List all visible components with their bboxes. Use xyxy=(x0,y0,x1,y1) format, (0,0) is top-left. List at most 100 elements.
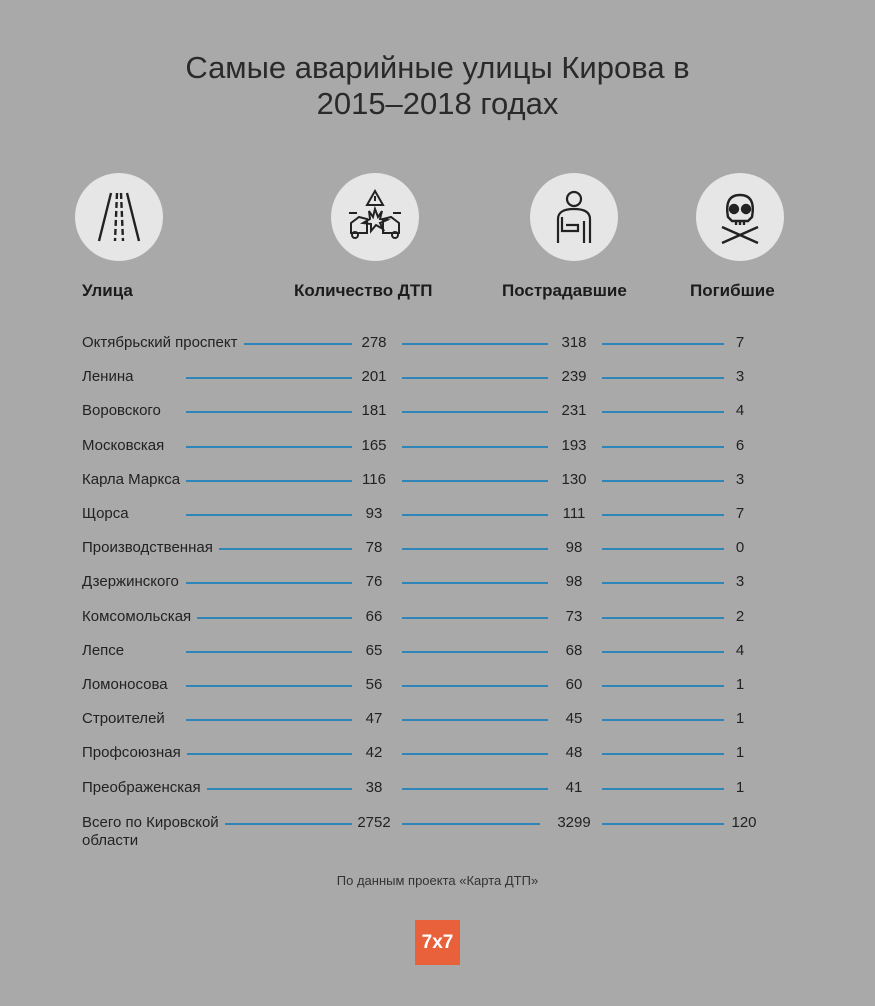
street-name: Карла Маркса xyxy=(82,471,181,488)
total-row: Всего по Кировской области 2752 3299 120 xyxy=(0,814,875,854)
accidents-value: 38 xyxy=(365,779,383,796)
street-name: Строителей xyxy=(82,710,165,727)
car-crash-icon xyxy=(331,173,419,261)
leader-line xyxy=(402,582,548,584)
logo-7x7: 7x7 xyxy=(415,920,460,965)
title-line-2: 2015–2018 годах xyxy=(316,86,559,121)
leader-line xyxy=(602,651,724,653)
table-row: Дзержинского 76 98 3 xyxy=(0,573,875,593)
killed-value: 4 xyxy=(735,642,745,659)
leader-line xyxy=(602,719,724,721)
leader-line xyxy=(402,411,548,413)
injured-value: 98 xyxy=(565,539,583,556)
killed-value: 1 xyxy=(735,710,745,727)
leader-line xyxy=(602,753,724,755)
accidents-value: 42 xyxy=(365,744,383,761)
table-row: Щорса 93 111 7 xyxy=(0,505,875,525)
injured-value: 98 xyxy=(565,573,583,590)
injured-value: 41 xyxy=(565,779,583,796)
killed-value: 3 xyxy=(735,368,745,385)
leader-line xyxy=(602,788,724,790)
leader-line xyxy=(602,548,724,550)
injured-value: 73 xyxy=(565,608,583,625)
street-name: Лепсе xyxy=(82,642,125,659)
injured-value: 68 xyxy=(565,642,583,659)
accidents-value: 116 xyxy=(362,471,386,488)
leader-line xyxy=(186,582,352,584)
total-label-line-2: области xyxy=(82,832,139,849)
accidents-value: 165 xyxy=(361,437,387,454)
leader-line xyxy=(602,377,724,379)
leader-line xyxy=(402,651,548,653)
accidents-value: 181 xyxy=(361,402,387,419)
header-injured: Пострадавшие xyxy=(502,281,627,300)
injured-value: 193 xyxy=(561,437,587,454)
leader-line xyxy=(402,548,548,550)
leader-line xyxy=(186,719,352,721)
header-killed: Погибшие xyxy=(690,281,775,300)
leader-line xyxy=(402,514,548,516)
leader-line xyxy=(197,617,352,619)
leader-line xyxy=(602,582,724,584)
accidents-total: 2752 xyxy=(357,814,391,831)
header-street: Улица xyxy=(82,281,133,300)
accidents-value: 93 xyxy=(365,505,383,522)
table-row: Воровского 181 231 4 xyxy=(0,402,875,422)
street-name: Ломоносова xyxy=(82,676,168,693)
street-name: Профсоюзная xyxy=(82,744,181,761)
injured-value: 48 xyxy=(565,744,583,761)
skull-icon xyxy=(696,173,784,261)
table-row: Строителей 47 45 1 xyxy=(0,710,875,730)
total-label-line-1: Всего по Кировской xyxy=(82,814,219,831)
leader-line xyxy=(602,617,724,619)
leader-line xyxy=(402,480,548,482)
table-row: Профсоюзная 42 48 1 xyxy=(0,744,875,764)
killed-value: 1 xyxy=(735,779,745,796)
leader-line xyxy=(402,685,548,687)
killed-value: 7 xyxy=(735,334,745,351)
killed-value: 3 xyxy=(735,471,745,488)
leader-line xyxy=(243,343,352,345)
leader-line xyxy=(402,446,548,448)
leader-line xyxy=(218,548,352,550)
killed-value: 7 xyxy=(735,505,745,522)
leader-line xyxy=(186,514,352,516)
street-name: Дзержинского xyxy=(82,573,179,590)
killed-value: 3 xyxy=(735,573,745,590)
street-name: Комсомольская xyxy=(82,608,192,625)
leader-line xyxy=(602,823,724,825)
table-row: Преображенская 38 41 1 xyxy=(0,779,875,799)
killed-value: 1 xyxy=(735,676,745,693)
accidents-value: 56 xyxy=(365,676,383,693)
killed-value: 6 xyxy=(735,437,745,454)
street-name: Щорса xyxy=(82,505,129,522)
accidents-value: 65 xyxy=(365,642,383,659)
table-row: Комсомольская 66 73 2 xyxy=(0,608,875,628)
road-icon xyxy=(75,173,163,261)
street-name: Октябрьский проспект xyxy=(82,334,238,351)
total-label: Всего по Кировской области xyxy=(82,814,219,850)
page-title: Самые аварийные улицы Кирова в 2015–2018… xyxy=(0,50,875,122)
street-name: Московская xyxy=(82,437,165,454)
killed-value: 2 xyxy=(735,608,745,625)
killed-value: 4 xyxy=(735,402,745,419)
table-row: Московская 165 193 6 xyxy=(0,437,875,457)
accidents-value: 78 xyxy=(365,539,383,556)
title-line-1: Самые аварийные улицы Кирова в xyxy=(185,50,690,85)
accidents-value: 278 xyxy=(361,334,387,351)
street-name: Ленина xyxy=(82,368,134,385)
leader-line xyxy=(206,788,352,790)
table-row: Октябрьский проспект 278 318 7 xyxy=(0,334,875,354)
leader-line xyxy=(602,514,724,516)
leader-line xyxy=(224,823,352,825)
leader-line xyxy=(186,651,352,653)
accidents-value: 47 xyxy=(365,710,383,727)
injured-value: 60 xyxy=(565,676,583,693)
leader-line xyxy=(402,719,548,721)
leader-line xyxy=(186,753,352,755)
leader-line xyxy=(402,343,548,345)
leader-line xyxy=(602,411,724,413)
header-accidents: Количество ДТП xyxy=(294,281,433,300)
injured-value: 239 xyxy=(561,368,587,385)
table-row: Ленина 201 239 3 xyxy=(0,368,875,388)
